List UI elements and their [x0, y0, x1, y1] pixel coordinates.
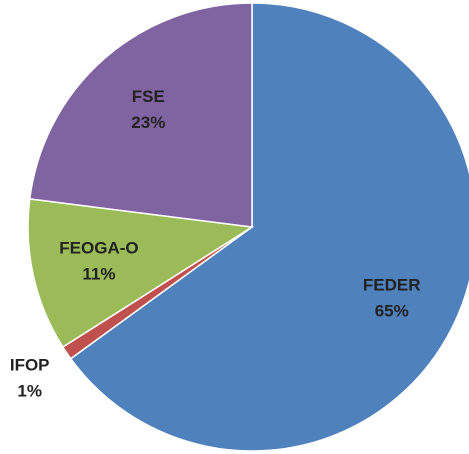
slice-label: FSE: [132, 87, 165, 106]
slice-value-label: 65%: [375, 302, 409, 321]
slice-label: IFOP: [10, 356, 50, 375]
pie-slice: [28, 2, 253, 228]
pie-slice: [69, 2, 469, 452]
slice-value-label: 11%: [82, 265, 115, 284]
slice-label: FEDER: [363, 276, 421, 295]
pie-slice: [27, 198, 255, 349]
slice-value-label: 1%: [17, 382, 42, 401]
slice-value-label: 23%: [131, 113, 165, 132]
slice-label: FEOGA-O: [59, 239, 138, 258]
